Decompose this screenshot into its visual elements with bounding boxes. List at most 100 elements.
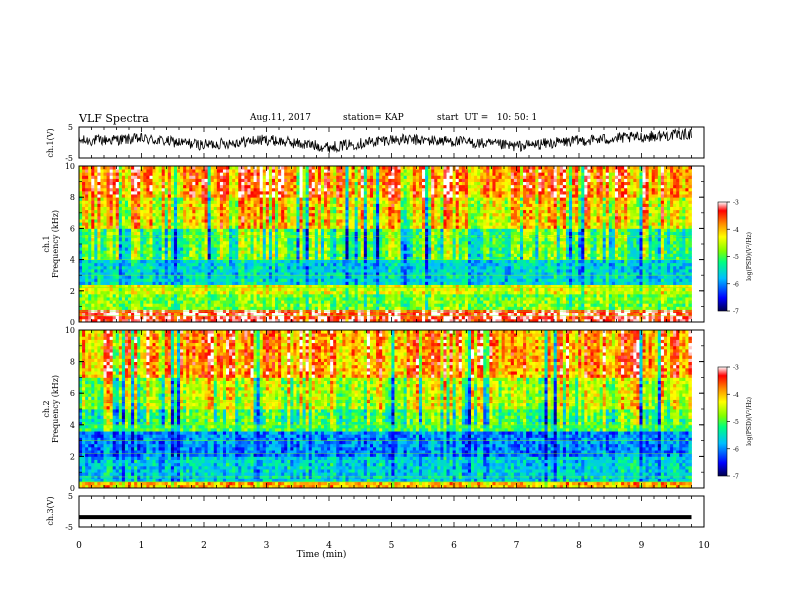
spectrogram-cell xyxy=(538,253,541,257)
spectrogram-cell xyxy=(661,247,664,251)
spectrogram-cell xyxy=(208,281,211,285)
spectrogram-cell xyxy=(165,250,168,254)
spectrogram-cell xyxy=(483,278,486,282)
spectrogram-cell xyxy=(554,266,557,270)
spectrogram-cell xyxy=(235,297,238,301)
spectrogram-cell xyxy=(661,253,664,257)
spectrogram-cell xyxy=(688,247,691,251)
spectrogram-cell xyxy=(211,297,214,301)
spectrogram-cell xyxy=(113,291,116,295)
spectrogram-cell xyxy=(205,263,208,267)
spectrogram-cell xyxy=(548,288,551,292)
spectrogram-cell xyxy=(312,303,315,307)
spectrogram-cell xyxy=(361,306,364,310)
spectrogram-cell xyxy=(590,316,593,320)
spectrogram-cell xyxy=(667,291,670,295)
spectrogram-cell xyxy=(594,253,597,257)
spectrogram-cell xyxy=(541,291,544,295)
spectrogram-cell xyxy=(171,275,174,279)
spectrogram-cell xyxy=(538,300,541,304)
spectrogram-cell xyxy=(79,260,82,264)
spectrogram-cell xyxy=(419,306,422,310)
spectrogram-cell xyxy=(162,294,165,298)
spectrogram-cell xyxy=(407,269,410,273)
spectrogram-cell xyxy=(517,250,520,254)
spectrogram-cell xyxy=(630,266,633,270)
spectrogram-cell xyxy=(422,250,425,254)
spectrogram-cell xyxy=(159,294,162,298)
spectrogram-cell xyxy=(483,303,486,307)
spectrogram-cell xyxy=(401,263,404,267)
spectrogram-cell xyxy=(664,275,667,279)
spectrogram-cell xyxy=(361,250,364,254)
spectrogram-cell xyxy=(229,269,232,273)
spectrogram-cell xyxy=(342,300,345,304)
spectrogram-cell xyxy=(367,294,370,298)
spectrogram-cell xyxy=(618,291,621,295)
spectrogram-cell xyxy=(238,297,241,301)
spectrogram-cell xyxy=(226,297,229,301)
spectrogram-cell xyxy=(244,306,247,310)
spectrogram-cell xyxy=(401,250,404,254)
spectrogram-cell xyxy=(149,316,152,320)
spectrogram-cell xyxy=(581,260,584,264)
spectrogram-cell xyxy=(630,303,633,307)
spectrogram-cell xyxy=(520,294,523,298)
spectrogram-cell xyxy=(281,281,284,285)
spectrogram-cell xyxy=(560,253,563,257)
spectrogram-cell xyxy=(569,306,572,310)
spectrogram-cell xyxy=(545,306,548,310)
spectrogram-cell xyxy=(275,303,278,307)
spectrogram-cell xyxy=(563,281,566,285)
spectrogram-cell xyxy=(195,300,198,304)
spectrogram-cell xyxy=(502,247,505,251)
spectrogram-cell xyxy=(643,300,646,304)
spectrogram-cell xyxy=(398,294,401,298)
spectrogram-cell xyxy=(272,263,275,267)
spectrogram-cell xyxy=(358,263,361,267)
spectrogram-cell xyxy=(266,269,269,273)
spectrogram-cell xyxy=(94,300,97,304)
spectrogram-cell xyxy=(404,275,407,279)
spectrogram-cell xyxy=(287,250,290,254)
spectrogram-cell xyxy=(609,247,612,251)
spectrogram-cell xyxy=(443,260,446,264)
spectrogram-cell xyxy=(229,275,232,279)
spectrogram-cell xyxy=(600,253,603,257)
spectrogram-cell xyxy=(508,306,511,310)
spectrogram-cell xyxy=(97,263,100,267)
spectrogram-cell xyxy=(171,288,174,292)
spectrogram-cell xyxy=(116,266,119,270)
spectrogram-cell xyxy=(545,300,548,304)
spectrogram-cell xyxy=(192,281,195,285)
spectrogram-cell xyxy=(643,297,646,301)
spectrogram-cell xyxy=(229,303,232,307)
spectrogram-cell xyxy=(538,306,541,310)
spectrogram-cell xyxy=(594,294,597,298)
spectrogram-cell xyxy=(177,303,180,307)
spectrogram-cell xyxy=(91,263,94,267)
spectrogram-cell xyxy=(624,288,627,292)
spectrogram-cell xyxy=(116,300,119,304)
spectrogram-cell xyxy=(140,306,143,310)
spectrogram-cell xyxy=(597,291,600,295)
spectrogram-cell xyxy=(649,269,652,273)
spectrogram-cell xyxy=(443,303,446,307)
spectrogram-cell xyxy=(646,316,649,320)
spectrogram-cell xyxy=(652,266,655,270)
spectrogram-cell xyxy=(646,303,649,307)
spectrogram-cell xyxy=(652,260,655,264)
spectrogram-cell xyxy=(535,278,538,282)
spectrogram-cell xyxy=(520,306,523,310)
spectrogram-cell xyxy=(312,275,315,279)
spectrogram-cell xyxy=(410,316,413,320)
spectrogram-cell xyxy=(682,291,685,295)
spectrogram-cell xyxy=(462,297,465,301)
spectrogram-cell xyxy=(630,250,633,254)
spectrogram-cell xyxy=(459,297,462,301)
spectrogram-cell xyxy=(364,316,367,320)
spectrogram-cell xyxy=(287,247,290,251)
spectrogram-cell xyxy=(679,306,682,310)
spectrogram-cell xyxy=(355,250,358,254)
spectrogram-cell xyxy=(355,297,358,301)
